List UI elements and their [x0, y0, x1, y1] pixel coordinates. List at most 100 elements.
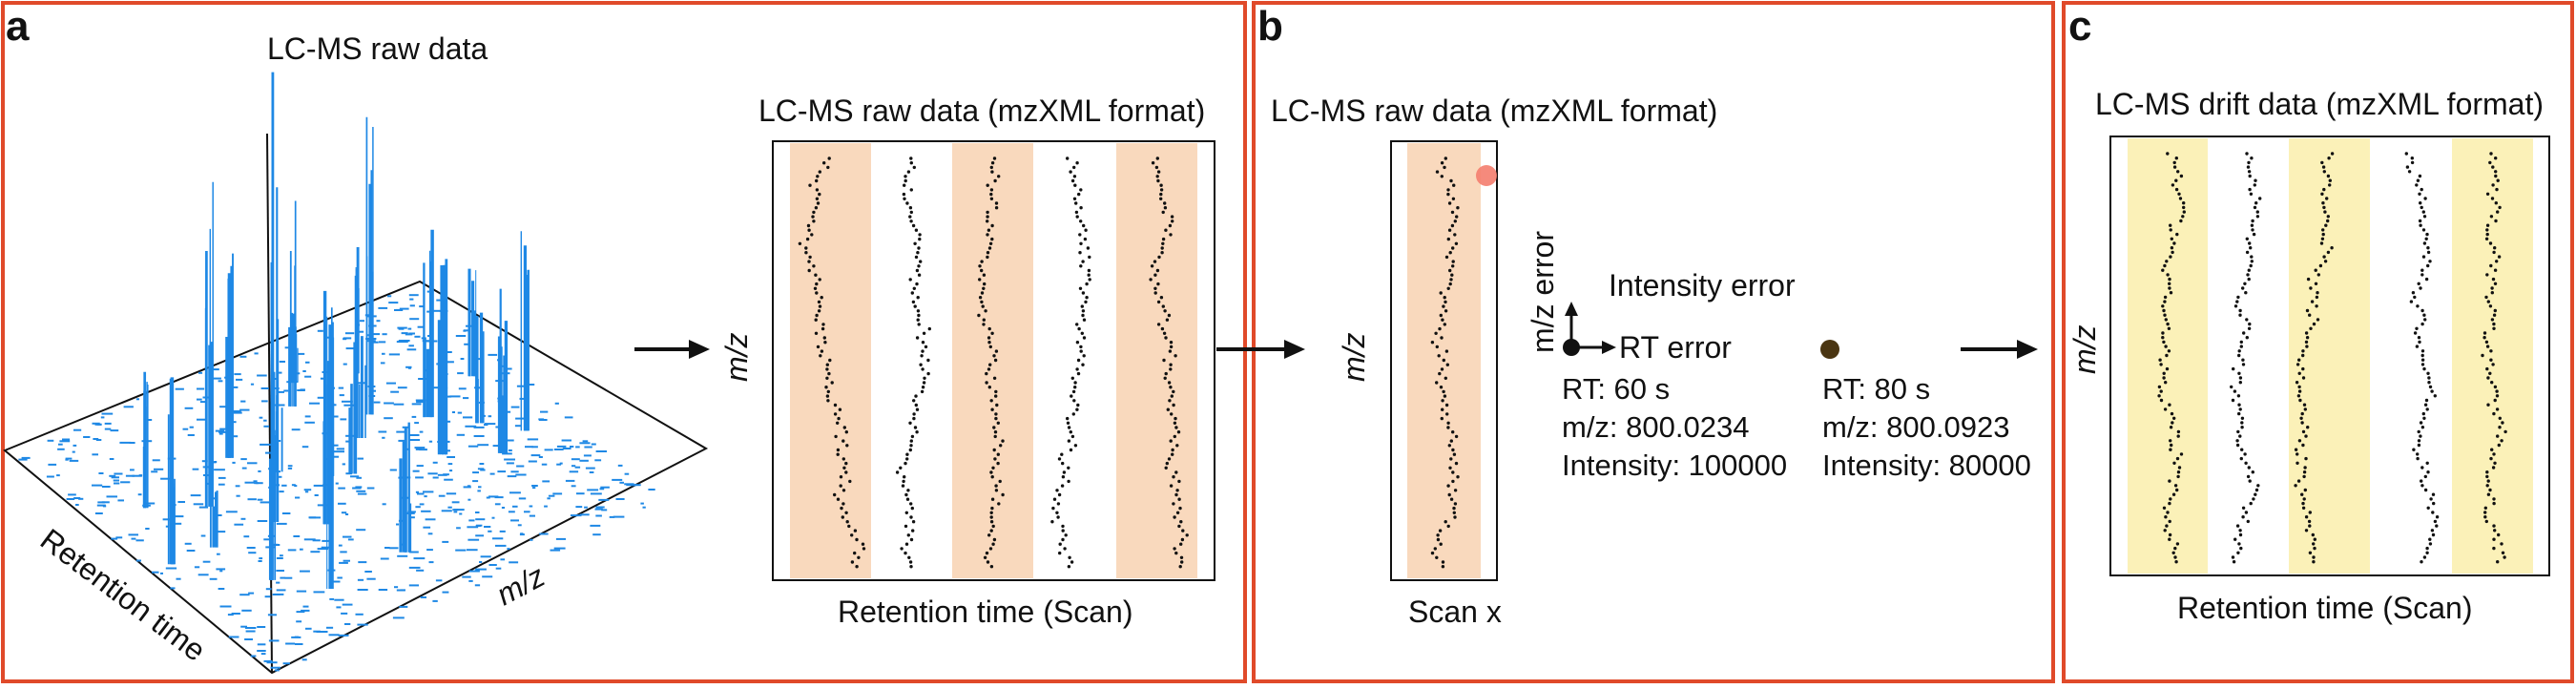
data-point — [2241, 506, 2246, 510]
data-point — [2321, 232, 2325, 237]
data-point — [2326, 215, 2330, 219]
floor-trace — [233, 411, 242, 414]
floor-trace — [642, 506, 646, 509]
floor-trace — [132, 474, 142, 477]
floor-trace — [266, 661, 278, 664]
panel-a-scan-plot — [772, 140, 1215, 581]
floor-trace — [284, 576, 293, 579]
floor-trace — [542, 480, 551, 483]
data-point — [2301, 429, 2306, 434]
data-point — [815, 197, 820, 200]
data-point — [2301, 353, 2305, 358]
data-point — [2503, 555, 2506, 559]
data-point — [1161, 241, 1165, 245]
floor-trace — [432, 386, 442, 389]
data-point — [1175, 489, 1179, 492]
floor-trace — [417, 325, 424, 328]
data-point — [1170, 412, 1174, 416]
data-point — [1169, 439, 1173, 443]
data-point — [2405, 165, 2410, 169]
floor-trace — [394, 309, 404, 311]
floor-trace — [393, 403, 405, 406]
panel-b-mz-label: m/z — [1337, 332, 1371, 382]
data-point — [836, 497, 841, 501]
data-point — [857, 555, 861, 559]
floor-trace — [472, 480, 479, 483]
data-point — [1164, 466, 1168, 470]
floor-trace — [241, 609, 252, 612]
data-point — [987, 367, 991, 371]
floor-trace — [594, 508, 603, 511]
floor-trace — [409, 551, 419, 553]
data-point — [826, 399, 830, 403]
data-point — [1172, 475, 1175, 479]
floor-trace — [527, 438, 539, 441]
data-point — [2238, 434, 2242, 438]
data-point — [990, 506, 994, 511]
data-point — [2236, 429, 2240, 434]
panel-a-retention-label: Retention time (Scan) — [838, 595, 1132, 629]
data-point — [1455, 215, 1459, 219]
data-point — [1444, 309, 1448, 313]
floor-trace — [355, 486, 363, 489]
data-point — [1082, 223, 1086, 228]
data-point — [2328, 178, 2332, 182]
data-point — [1180, 560, 1184, 564]
floor-trace — [184, 542, 192, 545]
floor-trace — [415, 448, 422, 450]
data-point — [1175, 511, 1180, 514]
floor-trace — [507, 439, 514, 442]
floor-trace — [444, 351, 452, 353]
floor-trace — [232, 421, 237, 424]
panel-c-scan-plot — [2109, 136, 2550, 576]
data-point — [2178, 197, 2183, 200]
data-point — [2166, 322, 2170, 326]
floor-trace — [317, 504, 328, 507]
data-point — [2297, 389, 2302, 393]
data-point — [996, 452, 1001, 456]
data-point — [1061, 461, 1065, 466]
floor-trace — [541, 463, 548, 466]
data-point — [2169, 448, 2172, 451]
data-point — [901, 484, 905, 488]
floor-trace — [408, 344, 414, 347]
data-point — [1444, 300, 1447, 304]
data-point — [2493, 461, 2497, 465]
data-point — [994, 484, 998, 488]
data-point — [1446, 286, 1450, 290]
data-point — [1079, 188, 1083, 192]
data-point — [997, 175, 1001, 178]
floor-trace — [529, 505, 533, 508]
data-point — [2426, 506, 2430, 510]
data-point — [814, 206, 819, 210]
data-point — [1051, 506, 1055, 511]
data-point — [915, 407, 920, 411]
floor-trace — [182, 428, 189, 430]
floor-trace — [426, 310, 432, 313]
data-point — [1177, 524, 1181, 529]
data-point — [2303, 407, 2307, 411]
data-point — [1456, 475, 1460, 479]
data-point — [2422, 416, 2426, 420]
data-point — [1157, 255, 1161, 260]
data-point — [2248, 187, 2252, 192]
floor-trace — [174, 515, 184, 518]
data-point — [836, 452, 840, 456]
data-point — [2238, 376, 2243, 380]
floor-trace — [467, 549, 478, 552]
floor-trace — [474, 584, 481, 587]
data-point — [1069, 448, 1073, 452]
floor-trace — [279, 361, 285, 363]
floor-trace — [301, 658, 307, 661]
data-point — [2322, 255, 2326, 259]
data-point — [2251, 470, 2254, 474]
floor-trace — [390, 390, 400, 393]
data-point — [2313, 537, 2316, 541]
data-point — [1456, 206, 1460, 210]
data-point — [910, 506, 914, 511]
floor-trace — [486, 496, 490, 499]
floor-trace — [264, 595, 271, 598]
floor-trace — [213, 377, 221, 380]
data-point — [2166, 511, 2170, 514]
panel-b-title: LC-MS raw data (mzXML format) — [1271, 94, 1717, 128]
